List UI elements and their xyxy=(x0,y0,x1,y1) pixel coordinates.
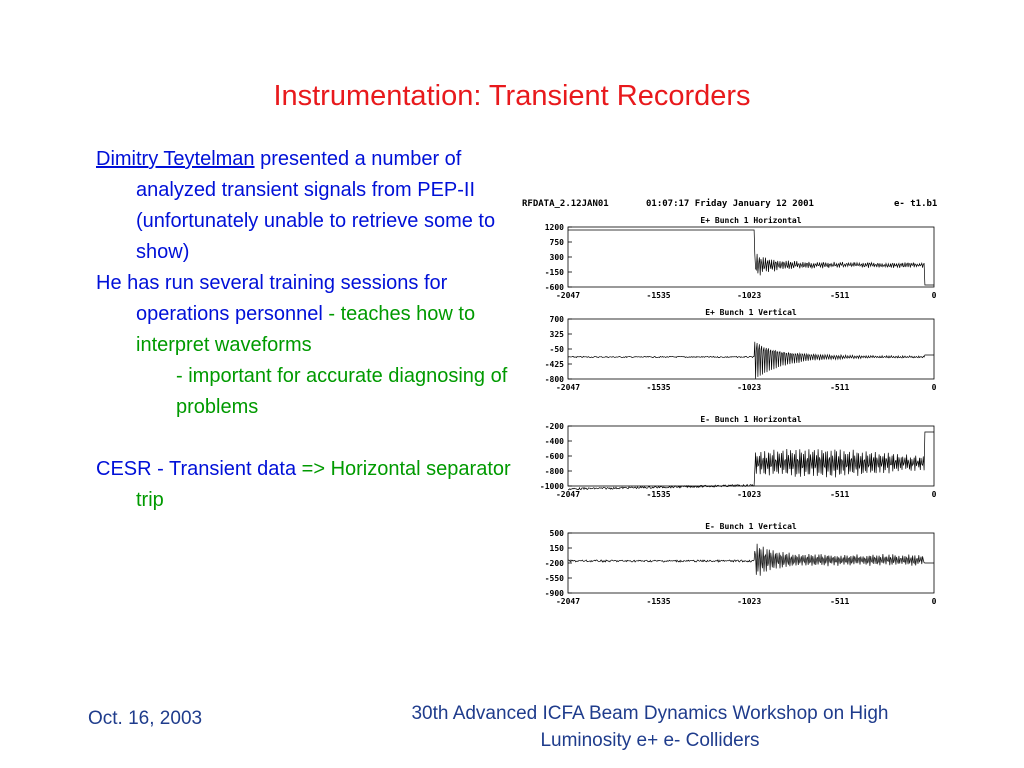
footer-conference: 30th Advanced ICFA Beam Dynamics Worksho… xyxy=(350,700,950,754)
x-tick-label: 0 xyxy=(932,291,937,300)
y-tick-label: -150 xyxy=(545,268,564,277)
y-tick-label: 150 xyxy=(550,544,565,553)
scope-plot-frame xyxy=(567,226,935,288)
x-tick-label: -1535 xyxy=(647,597,671,606)
scope-panel-title: E- Bunch 1 Horizontal xyxy=(700,414,801,424)
y-tick-label: -800 xyxy=(545,375,564,384)
waveform-trace xyxy=(568,229,934,286)
bullet-3-text-b: => Horizontal separator trip xyxy=(136,458,511,511)
y-tick-label: 300 xyxy=(550,253,565,262)
scope-panels: E+ Bunch 1 Horizontal1200750300-150-600-… xyxy=(540,215,937,606)
x-tick-label: -1023 xyxy=(737,597,761,606)
x-tick-label: -1535 xyxy=(647,383,671,392)
x-tick-label: 0 xyxy=(932,383,937,392)
bullet-1-subtext: (unfortunately unable to retrieve some t… xyxy=(136,210,496,263)
x-tick-label: -511 xyxy=(830,490,849,499)
y-tick-label: -1000 xyxy=(540,482,564,491)
y-tick-label: -600 xyxy=(545,283,564,292)
transient-recorder-image: RFDATA_2.12JAN01 01:07:17 Friday January… xyxy=(522,198,937,606)
y-tick-label: -600 xyxy=(545,452,564,461)
scope-header-right: e- t1.b1 xyxy=(894,199,937,209)
x-tick-label: -511 xyxy=(830,291,849,300)
x-tick-label: -2047 xyxy=(556,490,580,499)
bullet-item-2: He has run several training sessions for… xyxy=(96,268,516,423)
scope-panel: E+ Bunch 1 Horizontal1200750300-150-600-… xyxy=(545,215,937,300)
scope-panel-title: E+ Bunch 1 Horizontal xyxy=(700,215,801,225)
footer-date: Oct. 16, 2003 xyxy=(88,708,203,729)
scope-panel: E- Bunch 1 Vertical 500 150 -200 -550 -900-20… xyxy=(545,521,937,606)
waveform-trace xyxy=(567,431,934,491)
waveform-trace xyxy=(567,341,934,379)
scope-plot-frame xyxy=(567,318,935,380)
x-tick-label: -1023 xyxy=(737,490,761,499)
x-tick-label: 0 xyxy=(932,597,937,606)
waveform-trace xyxy=(568,543,934,576)
footer-conference-line2: Luminosity e+ e- Colliders xyxy=(540,730,760,751)
x-tick-label: -1023 xyxy=(737,383,761,392)
x-tick-label: -1535 xyxy=(647,291,671,300)
footer-conference-line1: 30th Advanced ICFA Beam Dynamics Worksho… xyxy=(411,703,889,724)
scope-header-left: RFDATA_2.12JAN01 xyxy=(522,199,609,209)
y-tick-label: -425 xyxy=(545,360,564,369)
bullet-2-text-a: He has run several training sessions for… xyxy=(96,272,448,325)
presenter-link[interactable]: Dimitry Teytelman xyxy=(96,148,255,170)
scope-panel: E- Bunch 1 Horizontal -200 -400 -600 -800 -10… xyxy=(540,414,937,499)
slide-title: Instrumentation: Transient Recorders xyxy=(273,80,751,112)
y-tick-label: -200 xyxy=(545,422,564,431)
y-tick-label: 700 xyxy=(550,315,565,324)
x-tick-label: -2047 xyxy=(556,597,580,606)
scope-panel-title: E+ Bunch 1 Vertical xyxy=(705,307,797,317)
scope-panel-title: E- Bunch 1 Vertical xyxy=(705,521,797,531)
y-tick-label: 500 xyxy=(550,529,565,538)
x-tick-label: -2047 xyxy=(556,383,580,392)
scope-panel: E+ Bunch 1 Vertical 700 325 -50 -425 -800-204… xyxy=(545,307,937,392)
bullet-1-text: presented a number of analyzed transient… xyxy=(136,148,476,201)
y-tick-label: -800 xyxy=(545,467,564,476)
x-tick-label: -2047 xyxy=(556,291,580,300)
y-tick-label: -400 xyxy=(545,437,564,446)
scope-header-mid: 01:07:17 Friday January 12 2001 xyxy=(646,198,814,209)
scope-plot-frame xyxy=(567,532,935,594)
bullet-2-text-c: - important for accurate diagnosing of p… xyxy=(176,365,508,418)
y-tick-label: -200 xyxy=(545,559,564,568)
y-tick-label: -50 xyxy=(550,345,565,354)
bullet-item-3: CESR - Transient data => Horizontal sepa… xyxy=(96,454,516,516)
x-tick-label: -1023 xyxy=(737,291,761,300)
y-tick-label: 750 xyxy=(550,238,565,247)
y-tick-label: 325 xyxy=(550,330,565,339)
x-tick-label: 0 xyxy=(932,490,937,499)
x-tick-label: -511 xyxy=(830,383,849,392)
bullet-3-text-a: CESR - Transient data xyxy=(96,458,297,480)
bullet-item-1: Dimitry Teytelman presented a number of … xyxy=(96,144,516,268)
x-tick-label: -511 xyxy=(830,597,849,606)
x-tick-label: -1535 xyxy=(647,490,671,499)
bullet-2-text-b: - teaches how to interpret waveforms xyxy=(136,303,476,356)
y-tick-label: 1200 xyxy=(545,223,564,232)
bullet-list: Dimitry Teytelman presented a number of … xyxy=(96,144,516,516)
y-tick-label: -900 xyxy=(545,589,564,598)
y-tick-label: -550 xyxy=(545,574,564,583)
